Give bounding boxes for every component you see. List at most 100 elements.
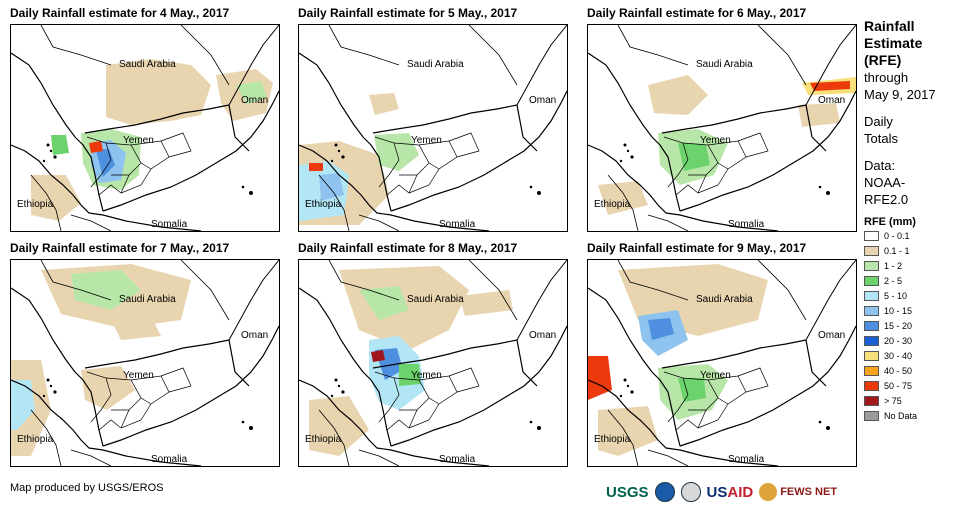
map-label-saudi-arabia: Saudi Arabia <box>696 294 753 305</box>
legend-totals-line1: Daily <box>864 114 893 129</box>
usaid-logo: US AID <box>707 484 754 501</box>
rainfall-map: Saudi Arabia Oman Yemen Ethiopia Somalia <box>10 24 280 232</box>
legend-class-row: 30 - 40 <box>864 348 964 363</box>
map-label-somalia: Somalia <box>151 219 188 230</box>
map-label-yemen: Yemen <box>123 370 154 381</box>
panel-title: Daily Rainfall estimate for 9 May., 2017 <box>587 241 807 255</box>
legend-swatch <box>864 290 879 301</box>
legend-swatch <box>864 230 879 241</box>
map-label-ethiopia: Ethiopia <box>594 434 631 445</box>
map-label-somalia: Somalia <box>728 219 765 230</box>
rainfall-layer <box>309 266 513 456</box>
rainfall-map: Saudi Arabia Oman Yemen Ethiopia Somalia <box>298 259 568 467</box>
legend-swatch <box>864 410 879 421</box>
panel-9-may: Daily Rainfall estimate for 9 May., 2017… <box>587 241 867 467</box>
panel-4-may: Daily Rainfall estimate for 4 May., 2017… <box>10 6 290 232</box>
legend-through-date: May 9, 2017 <box>864 87 936 102</box>
legend-class-label: 5 - 10 <box>884 290 908 301</box>
legend-title-line1: Rainfall <box>864 18 915 34</box>
legend-class-row: 20 - 30 <box>864 333 964 348</box>
logo-strip: USGS US AID FEWS NET <box>606 478 837 506</box>
map-label-yemen: Yemen <box>700 135 731 146</box>
map-label-somalia: Somalia <box>728 454 765 465</box>
legend-swatch <box>864 395 879 406</box>
map-label-ethiopia: Ethiopia <box>305 434 342 445</box>
panel-title: Daily Rainfall estimate for 7 May., 2017 <box>10 241 230 255</box>
legend-swatch <box>864 350 879 361</box>
legend-class-label: 50 - 75 <box>884 380 913 391</box>
map-label-oman: Oman <box>818 330 845 341</box>
noaa-logo <box>654 482 675 502</box>
legend: Rainfall Estimate (RFE) through May 9, 2… <box>864 18 964 423</box>
rainfall-map: Saudi Arabia Oman Yemen Ethiopia Somalia <box>587 24 857 232</box>
usaid-logo-aid: AID <box>727 483 754 501</box>
legend-class-row: 0.1 - 1 <box>864 243 964 258</box>
legend-swatch <box>864 305 879 316</box>
panel-title: Daily Rainfall estimate for 4 May., 2017 <box>10 6 230 20</box>
legend-swatch <box>864 245 879 256</box>
map-label-somalia: Somalia <box>151 454 188 465</box>
fews-net-label: FEWS NET <box>780 486 838 498</box>
rainfall-map: Saudi Arabia Oman Yemen Ethiopia Somalia <box>298 24 568 232</box>
legend-data-line2: NOAA- <box>864 175 906 190</box>
legend-swatch <box>864 380 879 391</box>
legend-swatch <box>864 335 879 346</box>
panel-7-may: Daily Rainfall estimate for 7 May., 2017… <box>10 241 290 467</box>
rainfall-layer <box>588 264 768 456</box>
map-label-somalia: Somalia <box>439 454 476 465</box>
legend-class-label: 0 - 0.1 <box>884 230 910 241</box>
legend-swatch <box>864 365 879 376</box>
usgs-logo: USGS <box>606 483 649 501</box>
legend-class-label: No Data <box>884 410 918 421</box>
legend-class-label: 30 - 40 <box>884 350 913 361</box>
panel-title: Daily Rainfall estimate for 5 May., 2017 <box>298 6 518 20</box>
map-label-ethiopia: Ethiopia <box>17 199 54 210</box>
legend-class-row: 10 - 15 <box>864 303 964 318</box>
map-label-saudi-arabia: Saudi Arabia <box>407 59 464 70</box>
map-label-saudi-arabia: Saudi Arabia <box>119 294 176 305</box>
legend-class-row: 50 - 75 <box>864 378 964 393</box>
legend-class-row: No Data <box>864 408 964 423</box>
legend-class-row: 5 - 10 <box>864 288 964 303</box>
legend-class-label: 10 - 15 <box>884 305 913 316</box>
map-label-saudi-arabia: Saudi Arabia <box>119 59 176 70</box>
legend-title-line2: Estimate <box>864 35 923 51</box>
legend-class-label: 1 - 2 <box>884 260 903 271</box>
legend-swatch <box>864 320 879 331</box>
map-credit: Map produced by USGS/EROS <box>10 482 164 494</box>
legend-through: through <box>864 70 909 85</box>
legend-classes: 0 - 0.1 0.1 - 1 1 - 2 2 - 5 5 - 10 10 - 15 15 … <box>864 228 964 423</box>
legend-class-row: > 75 <box>864 393 964 408</box>
map-label-oman: Oman <box>241 330 268 341</box>
legend-class-label: 15 - 20 <box>884 320 913 331</box>
legend-swatch <box>864 275 879 286</box>
map-label-oman: Oman <box>241 95 268 106</box>
legend-class-label: 40 - 50 <box>884 365 913 376</box>
legend-rfe-header: RFE (mm) <box>864 216 916 228</box>
fews-net-icon <box>759 483 778 501</box>
legend-data-line1: Data: <box>864 158 896 173</box>
rainfall-map: Saudi Arabia Oman Yemen Ethiopia Somalia <box>10 259 280 467</box>
rainfall-layer <box>299 93 419 225</box>
map-label-yemen: Yemen <box>411 370 442 381</box>
legend-class-label: 0.1 - 1 <box>884 245 910 256</box>
panel-5-may: Daily Rainfall estimate for 5 May., 2017… <box>298 6 578 232</box>
map-label-oman: Oman <box>529 95 556 106</box>
fews-net-logo: FEWS NET <box>759 483 837 501</box>
map-label-ethiopia: Ethiopia <box>305 199 342 210</box>
legend-class-row: 1 - 2 <box>864 258 964 273</box>
panel-title: Daily Rainfall estimate for 8 May., 2017 <box>298 241 518 255</box>
legend-data-line3: RFE2.0 <box>864 192 909 207</box>
panel-title: Daily Rainfall estimate for 6 May., 2017 <box>587 6 807 20</box>
rainfall-layer <box>598 75 856 215</box>
legend-class-row: 2 - 5 <box>864 273 964 288</box>
panel-6-may: Daily Rainfall estimate for 6 May., 2017… <box>587 6 867 232</box>
usaid-logo-us: US <box>706 483 728 501</box>
map-label-ethiopia: Ethiopia <box>594 199 631 210</box>
map-label-somalia: Somalia <box>439 219 476 230</box>
legend-class-label: 20 - 30 <box>884 335 913 346</box>
legend-class-row: 15 - 20 <box>864 318 964 333</box>
rainfall-map: Saudi Arabia Oman Yemen Ethiopia Somalia <box>587 259 857 467</box>
map-label-yemen: Yemen <box>123 135 154 146</box>
map-label-yemen: Yemen <box>700 370 731 381</box>
